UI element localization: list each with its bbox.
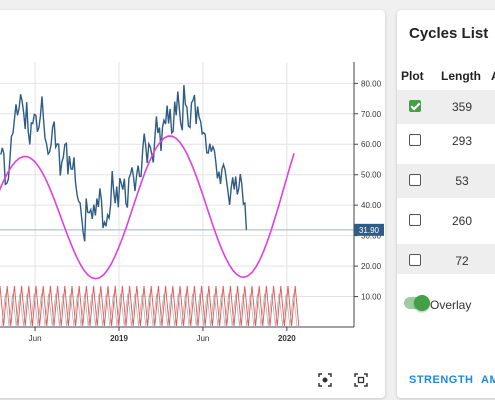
y-tick-label: 50.00: [361, 171, 382, 180]
y-tick-label: 80.00: [361, 79, 382, 88]
cycles-title: Cycles List: [409, 25, 489, 42]
current-value-label: 31.90: [359, 226, 380, 235]
plot-checkbox[interactable]: [409, 134, 421, 146]
x-tick-label: Jun: [196, 334, 209, 343]
x-tick-label: Jun: [29, 334, 42, 343]
oscillator-line: [0, 285, 300, 327]
oscillator-secondary-line: [1, 293, 298, 327]
cycle-curve: [0, 135, 295, 280]
cycle-row[interactable]: 260: [397, 204, 495, 238]
amplitude-button[interactable]: AM: [481, 374, 495, 386]
cycle-length: 260: [451, 214, 473, 228]
x-tick-label: 2020: [278, 334, 296, 343]
y-tick-label: 20.00: [361, 262, 382, 271]
chart-card: 10.00 20.00 30.00 40.00 50.00 60.00 70.00 80.00…: [0, 10, 385, 398]
plot-checkbox[interactable]: [409, 214, 421, 226]
plot-checkbox[interactable]: [409, 100, 421, 112]
y-tick-label: 70.00: [361, 110, 382, 119]
cycles-panel: Cycles List Plot Length A 359 293 53 260…: [397, 10, 495, 398]
cycle-row[interactable]: 293: [397, 124, 495, 158]
plot-column-header[interactable]: Plot: [401, 69, 424, 83]
current-value-badge: [354, 223, 384, 236]
y-tick-label: 40.00: [361, 201, 382, 210]
plot-checkbox[interactable]: [409, 254, 421, 266]
x-tick-label: 2019: [110, 334, 128, 343]
strength-button[interactable]: STRENGTH: [409, 374, 474, 386]
price-line: [0, 85, 248, 242]
fullscreen-icon[interactable]: [354, 373, 368, 387]
cycle-row[interactable]: 359: [397, 90, 495, 124]
plot-checkbox[interactable]: [409, 174, 421, 186]
overlay-toggle[interactable]: [404, 295, 430, 311]
cycle-length: 359: [451, 100, 473, 114]
cycle-length: 293: [451, 134, 473, 148]
extra-column-header[interactable]: A: [491, 69, 495, 83]
cycle-row[interactable]: 72: [397, 244, 495, 274]
y-tick-label: 30.00: [361, 232, 382, 241]
overlay-label: Overlay: [430, 298, 472, 312]
overlay-toggle-knob: [414, 295, 430, 311]
length-column-header[interactable]: Length: [441, 69, 481, 83]
screenshot-icon[interactable]: [318, 373, 332, 387]
cycles-chart[interactable]: 10.00 20.00 30.00 40.00 50.00 60.00 70.00 80.00…: [0, 10, 385, 398]
y-tick-label: 10.00: [361, 293, 382, 302]
cycle-row[interactable]: 53: [397, 164, 495, 198]
y-tick-label: 60.00: [361, 140, 382, 149]
cycle-length: 72: [455, 254, 469, 268]
cycle-length: 53: [455, 174, 469, 188]
